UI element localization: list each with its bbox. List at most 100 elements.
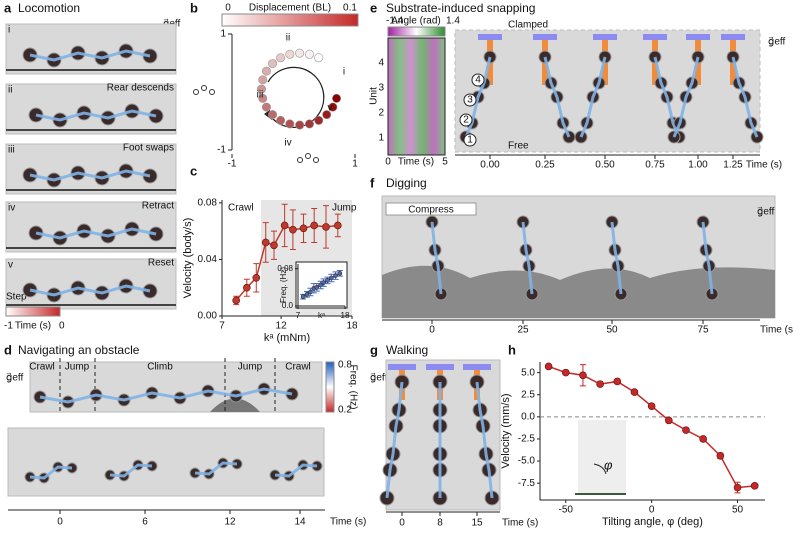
row-label: ii	[8, 85, 12, 96]
region-label: Crawl	[228, 203, 254, 214]
colorbar-max: 1.4	[446, 16, 460, 27]
x-tick-label: 7	[296, 311, 301, 320]
data-point	[630, 388, 639, 396]
phase-annotation: ii	[286, 33, 290, 44]
robot-icon	[297, 157, 303, 163]
x-tick-label: 5	[442, 157, 448, 168]
robot-spine	[35, 227, 157, 240]
y-tick-label: -2.5	[518, 434, 536, 445]
time-axis-label: Time (s)	[746, 160, 782, 171]
unit-marker	[471, 73, 485, 87]
y-tick-label: 2	[378, 108, 384, 119]
panel-letter: b	[190, 0, 198, 15]
trajectory-point	[295, 120, 305, 130]
data-point	[322, 223, 330, 231]
trajectory-point	[258, 93, 268, 103]
trajectory-point	[285, 49, 295, 59]
x-tick-label: 12	[276, 321, 288, 332]
angle-arc	[593, 463, 607, 475]
trajectory-point	[261, 102, 271, 112]
axes	[539, 362, 765, 501]
robot-spine	[430, 221, 443, 295]
photo	[29, 361, 323, 413]
trajectory-point	[261, 66, 271, 76]
data-point	[613, 377, 622, 386]
robot-icon	[193, 89, 199, 95]
obstacle	[210, 398, 260, 412]
y-tick-label: 0.0	[282, 301, 294, 310]
gravity-label: g⃗eff	[757, 207, 775, 218]
data-point	[561, 368, 570, 377]
data-point	[310, 221, 318, 230]
row-caption: Retract	[142, 201, 174, 212]
panel-title: Substrate-induced snapping	[386, 1, 535, 15]
time-tick-label: 6	[142, 517, 148, 528]
unit-marker	[463, 133, 477, 147]
panel-letter: c	[190, 163, 197, 178]
unit-label: 3	[467, 95, 473, 106]
robot-icon	[201, 85, 207, 91]
data-point	[289, 225, 297, 234]
step-label: Step	[6, 292, 27, 303]
y-tick-label: 0.08	[277, 264, 293, 273]
colorbar-min: -1.4	[386, 16, 404, 27]
trajectory-point	[314, 115, 324, 125]
y-tick-label: 5.0	[521, 367, 535, 378]
clamp	[426, 364, 454, 370]
trajectory-point	[328, 102, 338, 112]
data-point	[270, 241, 278, 250]
colorbar-max: 0	[59, 321, 65, 332]
angle-annotation: φ	[604, 457, 613, 472]
sand	[382, 265, 775, 318]
time-tick-label: 1.00	[688, 160, 708, 171]
robot-spine	[109, 463, 153, 478]
robot-spine	[521, 221, 534, 295]
y-axis-label: Freq. (Hz)	[279, 267, 288, 303]
data-point	[665, 416, 673, 425]
robot-icon	[305, 153, 311, 159]
time-tick-label: 12	[224, 517, 236, 528]
y-axis-label: Velocity (body/s)	[182, 218, 194, 299]
x-axis-label: kᵃ (mNm)	[264, 332, 310, 344]
clamp	[593, 34, 617, 40]
y-tick-label: 0.0	[521, 411, 535, 422]
time-tick-label: 0.75	[645, 160, 665, 171]
data-point	[596, 380, 604, 388]
colorbar	[5, 306, 61, 317]
y-tick-label: 3	[378, 83, 384, 94]
trajectory-point	[285, 119, 295, 129]
robot-spine	[194, 461, 238, 476]
colorbar	[325, 361, 335, 413]
colorbar-max: 0.8	[338, 360, 352, 371]
unit-marker	[459, 113, 473, 127]
robot-spine	[29, 465, 73, 480]
y-tick-label: -1	[217, 145, 226, 156]
trajectory-point	[268, 110, 278, 120]
y-tick-label: 0.00	[198, 311, 218, 322]
trajectory-point	[295, 48, 305, 58]
data-point	[329, 275, 334, 281]
time-tick-label: 0	[399, 518, 405, 529]
robot-spine	[385, 381, 404, 499]
row-caption: Foot swaps	[123, 143, 174, 154]
unit-label: 2	[463, 115, 469, 126]
data-point	[261, 238, 270, 247]
y-tick-label: -7.5	[518, 478, 536, 489]
data-point	[716, 451, 725, 460]
time-tick-label: 0.50	[595, 160, 615, 171]
x-tick-label: -50	[559, 505, 574, 516]
data-point	[699, 435, 707, 443]
data-point	[682, 426, 690, 434]
data-point	[544, 362, 553, 371]
clamp	[721, 34, 745, 40]
trajectory-point	[257, 84, 267, 94]
time-axis-label: Time (s)	[330, 517, 366, 528]
data-point	[299, 224, 308, 233]
colorbar-label: Displacement (BL)	[249, 3, 331, 14]
x-tick-label: 0	[649, 505, 655, 516]
row-label: i	[8, 25, 10, 36]
inset-photo	[578, 420, 626, 494]
colorbar-label: Angle (rad)	[391, 16, 440, 27]
